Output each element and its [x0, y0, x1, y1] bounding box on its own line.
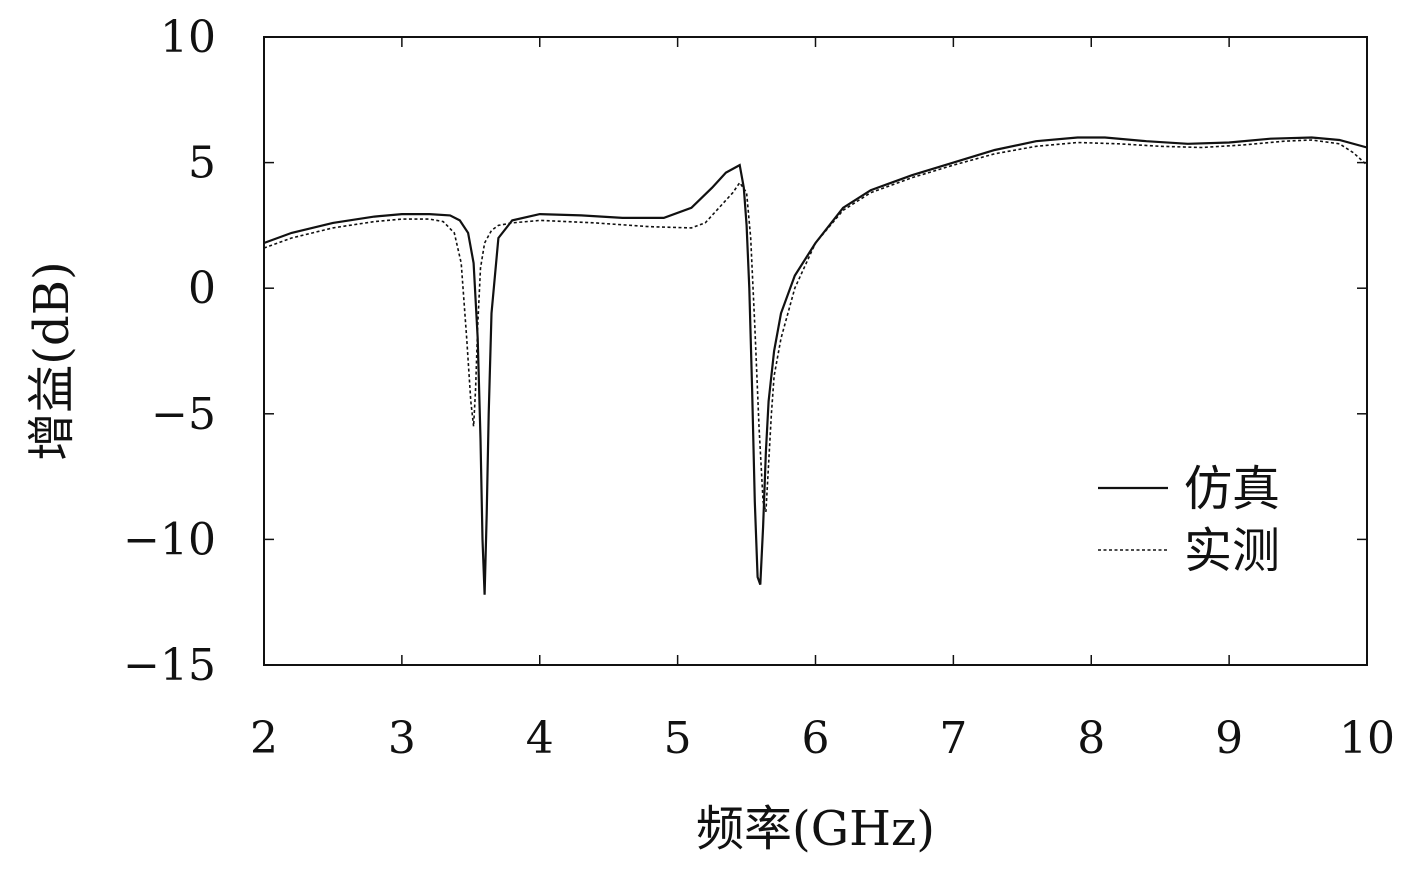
x-tick-label: 8 [1077, 713, 1105, 764]
x-axis-title: 频率(GHz) [696, 801, 935, 857]
x-tick-label: 5 [664, 713, 692, 764]
x-tick-label: 3 [388, 713, 416, 764]
y-axis-title: 增益(dB) [24, 261, 80, 460]
y-tick-label: 5 [188, 138, 216, 189]
plot-area [263, 36, 1368, 666]
x-tick-label: 7 [939, 713, 967, 764]
y-tick-label: −5 [151, 389, 216, 440]
legend: 仿真 实测 [1098, 461, 1280, 579]
y-tick-label: −15 [123, 640, 216, 691]
x-tick-label: 10 [1339, 713, 1395, 764]
y-tick-label: 0 [188, 263, 216, 314]
y-tick-labels: 10 5 0 −5 −10 −15 [123, 12, 216, 691]
y-tick-label: −10 [123, 514, 216, 565]
legend-label-sim: 仿真 [1184, 461, 1280, 517]
x-tick-label: 9 [1215, 713, 1243, 764]
y-tick-label: 10 [160, 12, 216, 63]
series-line-meas [263, 139, 1368, 513]
x-tick-label: 6 [802, 713, 830, 764]
series-layer [263, 136, 1368, 595]
series-line-sim [263, 136, 1368, 595]
x-tick-labels: 2 3 4 5 6 7 8 9 10 [250, 713, 1395, 764]
axis-ticks [263, 36, 1368, 666]
x-tick-label: 2 [250, 713, 278, 764]
legend-label-meas: 实测 [1184, 523, 1280, 579]
x-tick-label: 4 [526, 713, 554, 764]
